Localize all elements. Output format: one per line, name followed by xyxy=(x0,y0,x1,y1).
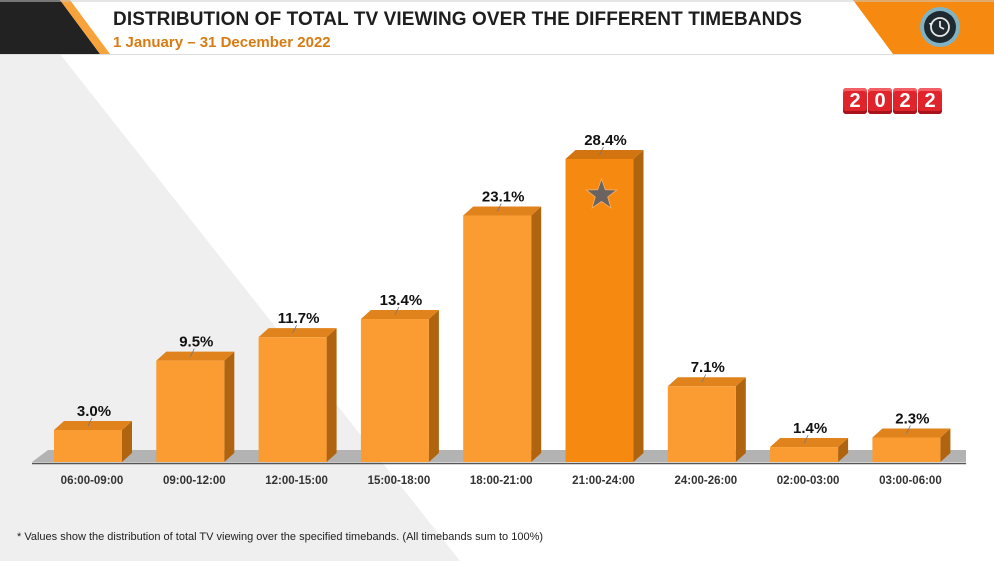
data-label: 11.7% xyxy=(278,310,320,327)
year-badge-digit: 0 xyxy=(868,88,892,114)
x-tick-label: 12:00-15:00 xyxy=(265,475,328,487)
data-label-leader xyxy=(496,203,502,212)
bar-side xyxy=(428,310,439,462)
data-label: 2.3% xyxy=(895,410,929,427)
data-label: 9.5% xyxy=(179,334,213,351)
data-label: 3.0% xyxy=(77,403,111,420)
year-badge-digit: 2 xyxy=(843,88,867,114)
year-badge: 2 0 2 2 xyxy=(843,88,942,114)
bar xyxy=(770,447,839,462)
x-tick-label: 21:00-24:00 xyxy=(572,475,635,487)
bar-side xyxy=(326,328,337,462)
bar-top xyxy=(872,428,951,438)
x-tick-label: 18:00-21:00 xyxy=(470,475,533,487)
bar-side xyxy=(122,420,132,462)
data-label: 1.4% xyxy=(793,420,827,437)
footnote: * Values show the distribution of total … xyxy=(17,531,544,543)
bar xyxy=(258,337,327,462)
data-label-leader xyxy=(292,324,297,334)
history-clock-icon xyxy=(920,7,960,47)
bar-top xyxy=(54,420,132,430)
data-label: 7.1% xyxy=(691,359,725,376)
data-label-leader xyxy=(599,146,604,156)
bar xyxy=(463,215,532,462)
bar-top xyxy=(258,328,337,338)
bar-top xyxy=(156,351,235,361)
data-label: 28.4% xyxy=(584,132,627,149)
bar-top xyxy=(565,149,644,159)
bar xyxy=(667,386,736,462)
x-tick-label: 09:00-12:00 xyxy=(163,475,226,487)
x-tick-label: 03:00-06:00 xyxy=(879,475,942,487)
star-icon xyxy=(585,177,618,209)
data-label-leader xyxy=(803,434,809,444)
bar xyxy=(872,437,941,462)
bar-top xyxy=(770,438,849,448)
bar-top xyxy=(667,377,746,387)
bar-side xyxy=(940,428,951,462)
x-tick-label: 24:00-26:00 xyxy=(674,475,737,487)
bar xyxy=(565,158,634,463)
bar-top xyxy=(463,206,542,216)
data-label-leader xyxy=(701,374,707,383)
page-title: DISTRIBUTION OF TOTAL TV VIEWING OVER TH… xyxy=(113,9,803,30)
data-label-leader xyxy=(87,417,93,427)
x-tick-label: 15:00-18:00 xyxy=(368,475,431,487)
header-banner-dark xyxy=(0,0,100,54)
bar-side xyxy=(633,149,644,463)
bar-side xyxy=(531,206,542,462)
page-subtitle: 1 January – 31 December 2022 xyxy=(113,34,331,51)
bar-side xyxy=(224,351,235,462)
year-badge-digit: 2 xyxy=(893,88,917,114)
data-label-leader xyxy=(394,306,400,316)
data-label: 23.1% xyxy=(482,189,525,206)
data-label-leader xyxy=(189,348,195,357)
bar-side xyxy=(838,438,849,462)
x-tick-label: 02:00-03:00 xyxy=(777,475,840,487)
x-tick-label: 06:00-09:00 xyxy=(61,475,124,487)
bar-top xyxy=(360,310,439,320)
data-label-leader xyxy=(906,425,911,434)
year-badge-digit: 2 xyxy=(918,88,942,114)
bar xyxy=(360,319,429,462)
header-banner-stripe xyxy=(60,0,110,54)
bar xyxy=(54,429,122,462)
bar-side xyxy=(735,377,746,462)
data-label: 13.4% xyxy=(380,292,423,309)
bar xyxy=(156,360,225,462)
